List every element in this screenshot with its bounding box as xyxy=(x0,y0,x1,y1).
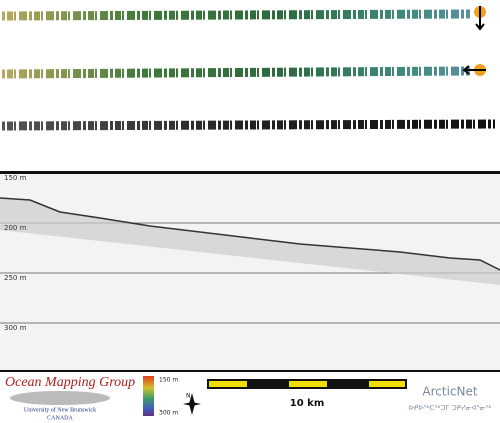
colorbar-label: 300 m xyxy=(159,410,178,417)
colorbar xyxy=(143,376,154,416)
heading-arrow xyxy=(475,6,485,31)
swath-strip xyxy=(1,66,471,79)
scale-segment xyxy=(289,381,327,387)
country: CANADA xyxy=(47,415,73,421)
scale-label: 10 km xyxy=(290,398,324,409)
divider xyxy=(0,171,500,174)
depth-label: 150 m xyxy=(4,174,27,182)
colorbar-label: 150 m xyxy=(159,377,178,384)
track-panel xyxy=(0,0,500,172)
depth-label: 200 m xyxy=(4,224,27,232)
seafloor-profile xyxy=(0,197,500,271)
seafloor-echo xyxy=(0,198,500,285)
swath-strip xyxy=(1,9,471,21)
scale-segment xyxy=(369,381,405,387)
swath-strip xyxy=(1,119,496,131)
university: University of New Brunswick xyxy=(24,406,96,413)
logo-image xyxy=(10,391,110,405)
depth-label: 250 m xyxy=(4,274,27,282)
partner-subtitle: ᐅᑭᐅᖅᑕᖅᑐᒥ ᑐᑭᓯᓂᐊᕐᓂᖅ xyxy=(409,404,492,412)
swath-strips xyxy=(1,9,496,131)
divider xyxy=(0,370,500,372)
north-arrow xyxy=(183,393,201,415)
partner-name: ArcticNet xyxy=(422,385,477,399)
heading-arrow xyxy=(462,65,486,75)
north-label: N xyxy=(186,393,191,400)
scale-bar xyxy=(207,379,407,389)
scale-segment xyxy=(209,381,247,387)
depth-label: 300 m xyxy=(4,324,27,332)
group-name: Ocean Mapping Group xyxy=(5,375,135,390)
